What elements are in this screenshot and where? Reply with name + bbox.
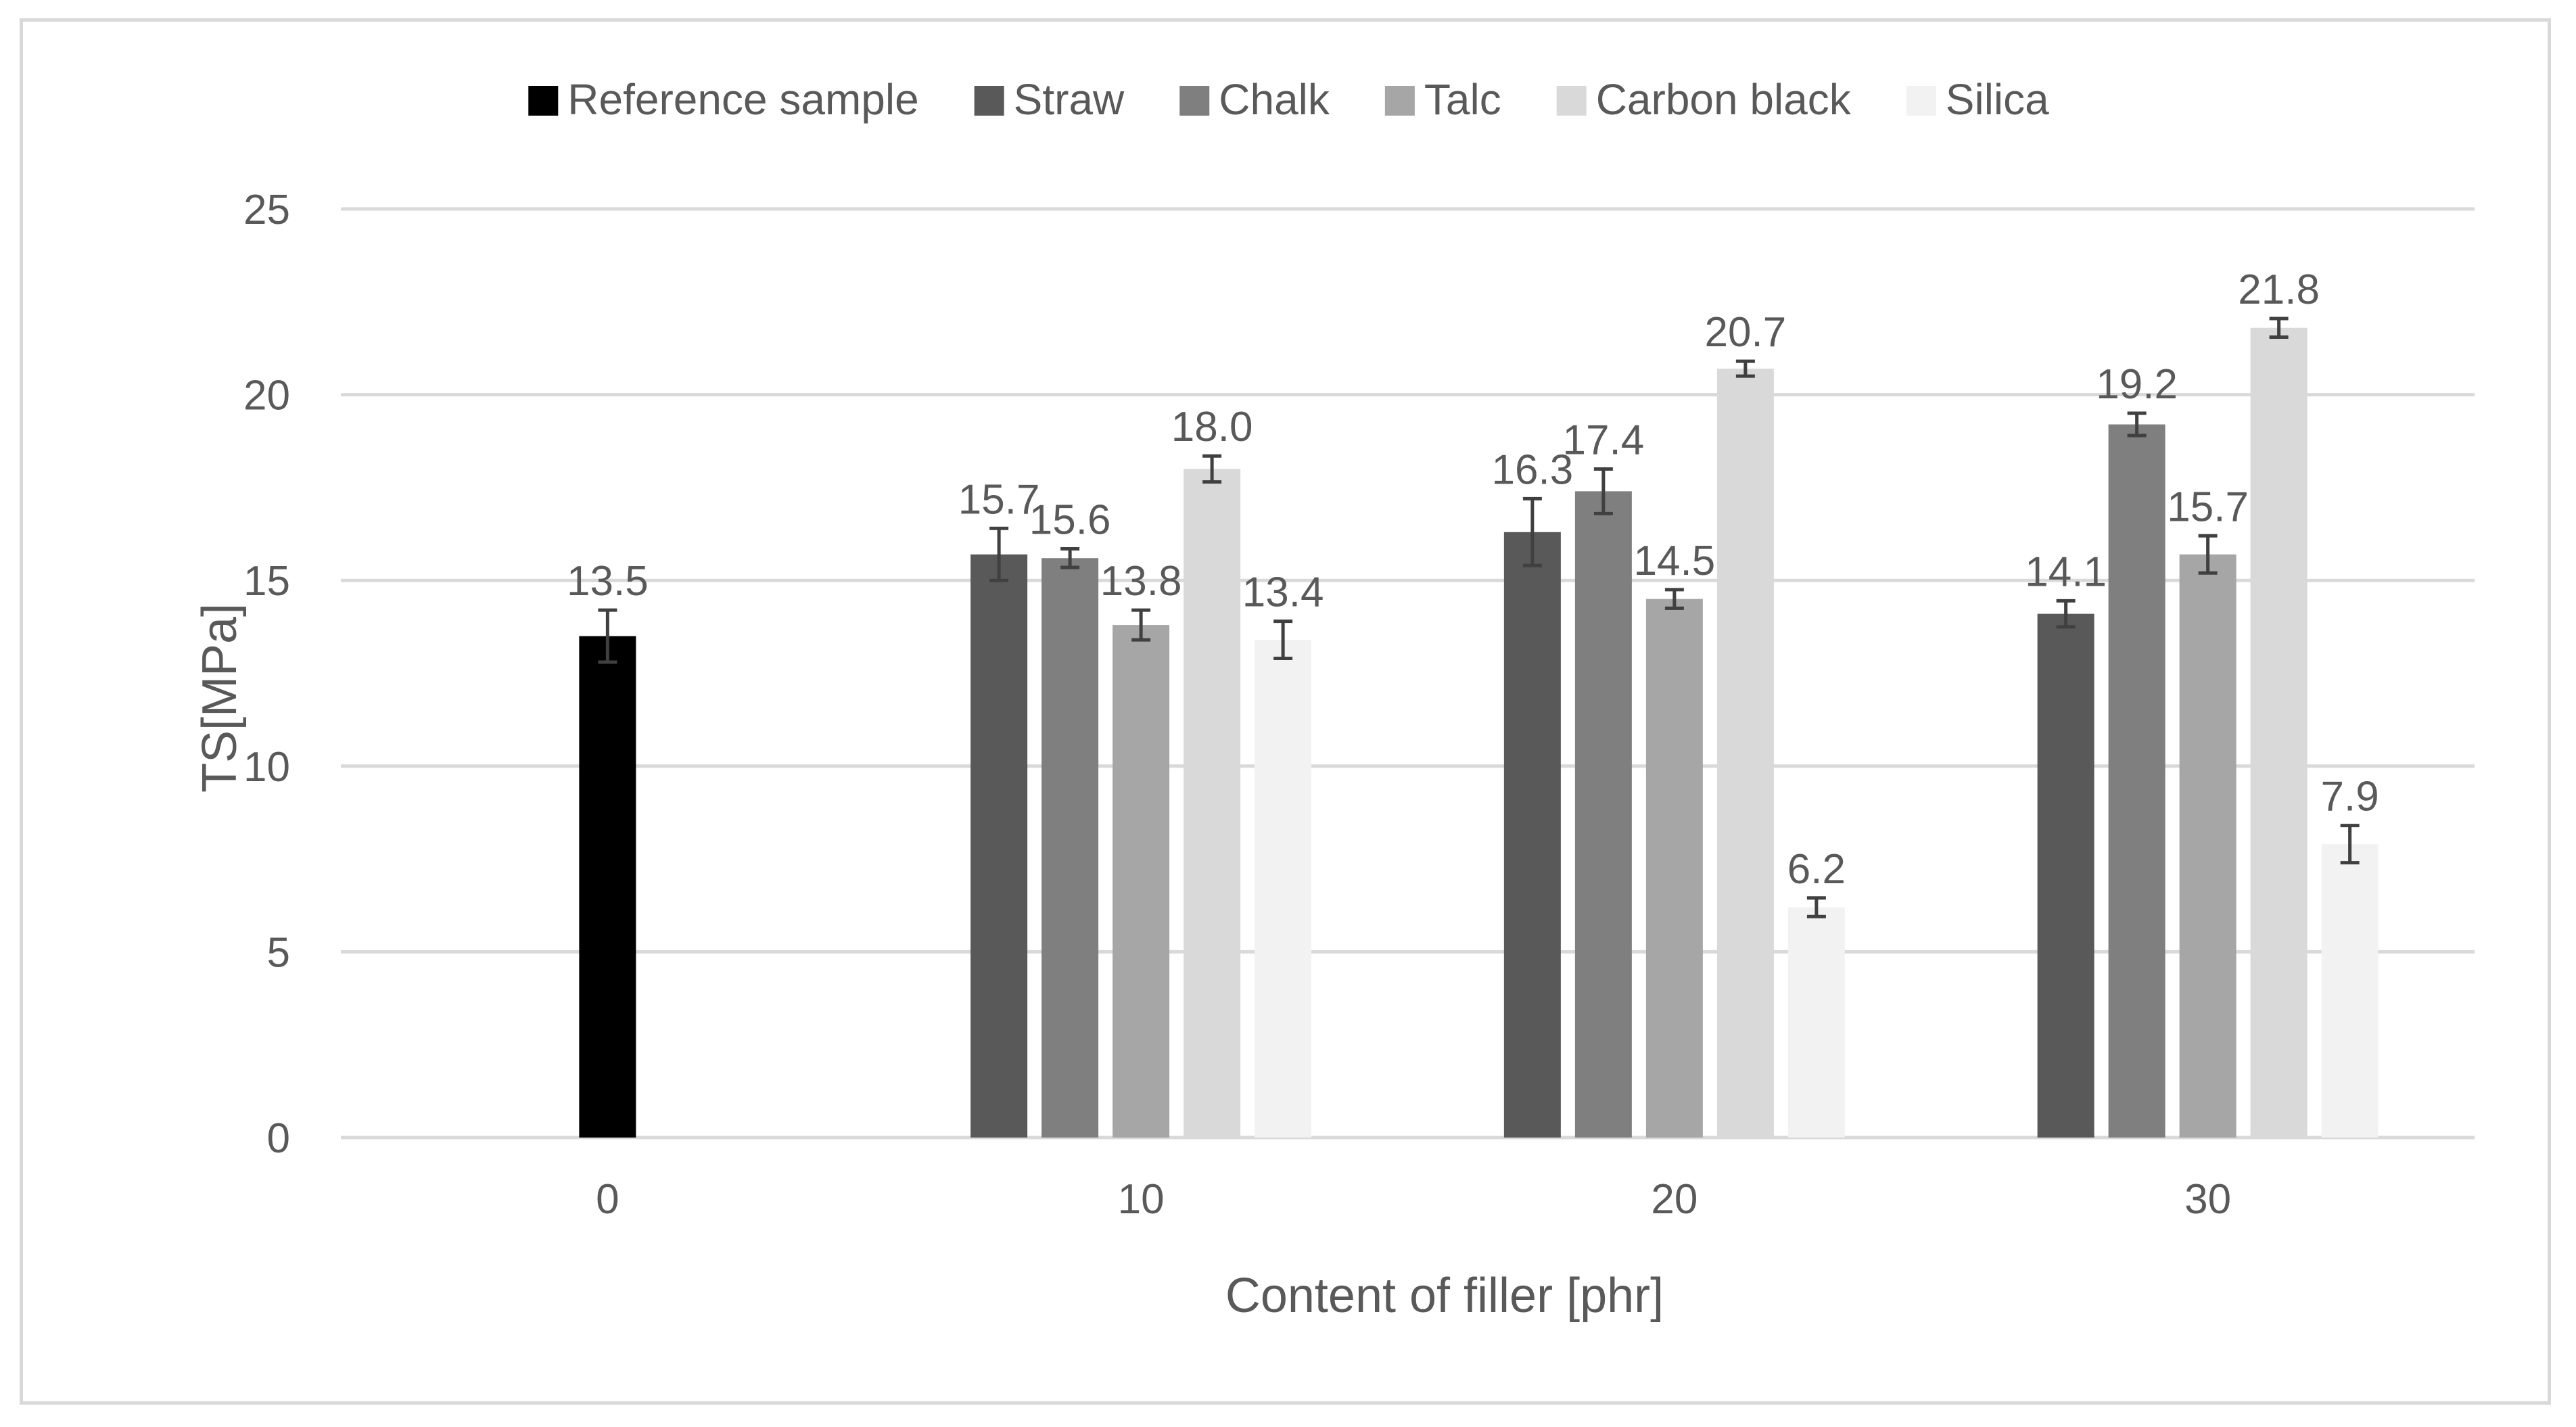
error-bar [1593, 467, 1613, 515]
data-label: 16.3 [1492, 446, 1574, 493]
data-label: 14.1 [2025, 548, 2107, 595]
legend-label: Talc [1424, 75, 1501, 124]
error-bar [1131, 608, 1151, 642]
data-label: 14.5 [1634, 538, 1716, 584]
bar [2037, 613, 2094, 1138]
y-axis-ticks: 0 5 10 15 20 25 [243, 187, 290, 1162]
x-tick-label: 10 [1118, 1176, 1165, 1223]
bar [579, 636, 636, 1138]
legend-swatch [1906, 86, 1936, 116]
data-label: 21.8 [2238, 266, 2320, 313]
error-bar [989, 526, 1009, 582]
bar [1645, 599, 1703, 1138]
bar [1113, 625, 1170, 1138]
data-label: 19.2 [2096, 361, 2178, 408]
error-bar [2269, 317, 2289, 339]
error-bar [1806, 896, 1826, 918]
error-bar [1522, 496, 1542, 567]
legend-swatch [974, 86, 1004, 116]
error-bar [1060, 547, 1080, 569]
data-label: 13.8 [1100, 558, 1182, 605]
bar [2250, 327, 2308, 1138]
data-label: 13.5 [567, 558, 649, 605]
bar [2321, 844, 2379, 1138]
x-tick-label: 30 [2184, 1176, 2231, 1223]
error-bar [2340, 824, 2360, 865]
data-label: 17.4 [1563, 417, 1645, 463]
bar [970, 554, 1028, 1138]
data-label: 18.0 [1171, 404, 1253, 450]
bar [2179, 554, 2237, 1138]
error-bar [2127, 411, 2147, 438]
x-axis-title: Content of filler [phr] [1225, 1269, 1664, 1323]
error-bar [1202, 454, 1222, 484]
bar [1255, 640, 1312, 1138]
y-tick-label: 10 [243, 744, 290, 791]
bar [1787, 907, 1845, 1138]
bar [2108, 424, 2165, 1138]
legend-label: Silica [1946, 75, 2049, 124]
x-axis-ticks: 0 10 20 30 [596, 1176, 2231, 1223]
legend-swatch [1556, 86, 1587, 116]
bar [1574, 491, 1632, 1138]
data-label: 15.7 [2167, 484, 2249, 530]
legend-swatch [1384, 86, 1415, 116]
data-label: 6.2 [1787, 846, 1846, 893]
bars [579, 317, 2379, 1138]
data-label: 15.6 [1029, 497, 1111, 544]
error-bar [1273, 619, 1293, 661]
data-label: 13.4 [1242, 569, 1324, 616]
legend-label: Reference sample [567, 75, 918, 124]
chart-frame: 0 5 10 15 20 25 0 10 20 30 13.5 15.7 15.6 13.8 18.0 1… [20, 18, 2551, 1405]
data-labels: 13.515.715.613.818.013.416.317.414.520.7… [567, 266, 2379, 893]
bar [1041, 558, 1099, 1138]
legend-label: Straw [1014, 75, 1125, 124]
legend-swatch [1179, 86, 1210, 116]
bar [1503, 532, 1561, 1138]
legend-label: Chalk [1219, 75, 1330, 124]
y-tick-label: 25 [243, 187, 290, 233]
y-axis-title: TS[MPa] [193, 603, 247, 793]
y-tick-label: 5 [267, 929, 290, 976]
data-label: 15.7 [958, 476, 1040, 523]
x-tick-label: 20 [1651, 1176, 1697, 1223]
error-bar [2198, 534, 2218, 575]
y-tick-label: 15 [243, 558, 290, 605]
bar [1716, 369, 1774, 1138]
error-bar [2056, 599, 2076, 629]
legend-swatch [528, 86, 559, 116]
y-tick-label: 0 [267, 1115, 290, 1162]
bar [1184, 469, 1241, 1138]
data-label: 20.7 [1705, 309, 1787, 356]
error-bar [1664, 588, 1684, 610]
error-bar [1735, 359, 1755, 378]
y-tick-label: 20 [243, 373, 290, 419]
error-bar [598, 608, 617, 664]
legend-label: Carbon black [1596, 75, 1852, 124]
data-label: 7.9 [2321, 774, 2379, 820]
legend: Reference sample Straw Chalk Talc Carbon bla… [528, 75, 2049, 124]
x-tick-label: 0 [596, 1176, 619, 1223]
